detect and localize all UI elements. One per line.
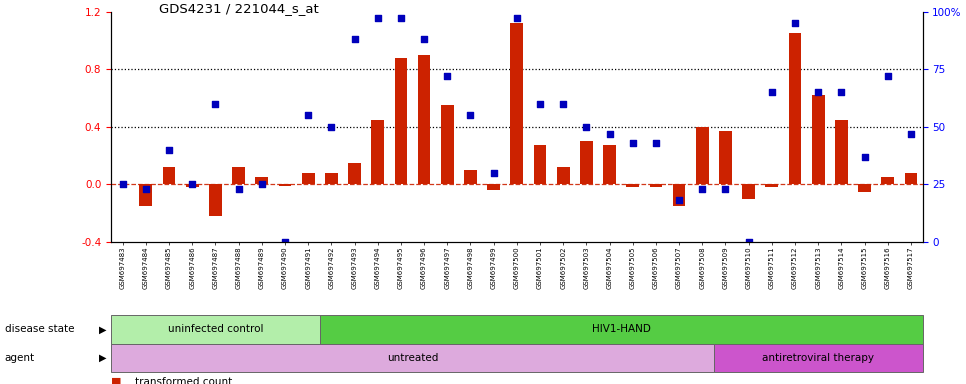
Point bbox=[161, 147, 177, 153]
Text: HIV1-HAND: HIV1-HAND bbox=[592, 324, 650, 334]
Bar bbox=[858, 184, 871, 192]
Point bbox=[648, 140, 664, 146]
Point bbox=[463, 112, 478, 118]
Point bbox=[695, 186, 710, 192]
Bar bbox=[111, 315, 320, 344]
Bar bbox=[533, 146, 547, 184]
Text: ▶: ▶ bbox=[99, 353, 106, 363]
Bar bbox=[510, 23, 524, 184]
Point bbox=[208, 101, 223, 107]
Bar bbox=[371, 119, 384, 184]
Point bbox=[416, 36, 432, 42]
Point bbox=[671, 197, 687, 204]
Point bbox=[254, 181, 270, 187]
Bar bbox=[464, 170, 477, 184]
Text: transformed count: transformed count bbox=[135, 377, 233, 384]
Bar bbox=[904, 173, 918, 184]
Bar bbox=[742, 184, 755, 199]
Point bbox=[300, 112, 316, 118]
Point bbox=[903, 131, 919, 137]
Point bbox=[857, 154, 872, 160]
Point bbox=[324, 124, 339, 130]
Bar bbox=[580, 141, 593, 184]
Point bbox=[532, 101, 548, 107]
Bar bbox=[487, 184, 500, 190]
Point bbox=[440, 73, 455, 79]
Bar bbox=[162, 167, 176, 184]
Point bbox=[834, 89, 849, 95]
Bar bbox=[714, 344, 923, 372]
Bar bbox=[556, 167, 570, 184]
Bar bbox=[232, 167, 245, 184]
Bar bbox=[440, 105, 454, 184]
Bar bbox=[111, 344, 714, 372]
Point bbox=[625, 140, 640, 146]
Bar bbox=[325, 173, 338, 184]
Bar bbox=[719, 131, 732, 184]
Bar bbox=[626, 184, 639, 187]
Bar bbox=[765, 184, 779, 187]
Point bbox=[810, 89, 826, 95]
Bar bbox=[881, 177, 895, 184]
Point bbox=[185, 181, 200, 187]
Bar bbox=[348, 163, 361, 184]
Point bbox=[880, 73, 895, 79]
Point bbox=[370, 15, 385, 22]
Bar bbox=[649, 184, 663, 187]
Point bbox=[602, 131, 617, 137]
Bar bbox=[320, 315, 923, 344]
Bar bbox=[139, 184, 153, 206]
Bar bbox=[185, 184, 199, 187]
Bar bbox=[209, 184, 222, 216]
Point bbox=[486, 170, 501, 176]
Point bbox=[347, 36, 362, 42]
Point bbox=[718, 186, 733, 192]
Bar bbox=[394, 58, 408, 184]
Bar bbox=[301, 173, 315, 184]
Text: uninfected control: uninfected control bbox=[168, 324, 263, 334]
Bar bbox=[788, 33, 802, 184]
Text: GDS4231 / 221044_s_at: GDS4231 / 221044_s_at bbox=[159, 2, 319, 15]
Point bbox=[231, 186, 246, 192]
Text: agent: agent bbox=[5, 353, 35, 363]
Text: ▶: ▶ bbox=[99, 324, 106, 334]
Point bbox=[277, 239, 293, 245]
Text: ■: ■ bbox=[111, 377, 122, 384]
Point bbox=[138, 186, 154, 192]
Bar bbox=[278, 184, 292, 186]
Text: disease state: disease state bbox=[5, 324, 74, 334]
Point bbox=[764, 89, 780, 95]
Point bbox=[509, 15, 525, 22]
Point bbox=[555, 101, 571, 107]
Bar bbox=[672, 184, 686, 206]
Point bbox=[741, 239, 756, 245]
Bar bbox=[603, 146, 616, 184]
Bar bbox=[417, 55, 431, 184]
Point bbox=[579, 124, 594, 130]
Bar bbox=[811, 95, 825, 184]
Bar bbox=[255, 177, 269, 184]
Point bbox=[115, 181, 130, 187]
Text: untreated: untreated bbox=[386, 353, 439, 363]
Point bbox=[393, 15, 409, 22]
Bar bbox=[696, 127, 709, 184]
Text: antiretroviral therapy: antiretroviral therapy bbox=[762, 353, 874, 363]
Bar bbox=[835, 119, 848, 184]
Point bbox=[787, 20, 803, 26]
